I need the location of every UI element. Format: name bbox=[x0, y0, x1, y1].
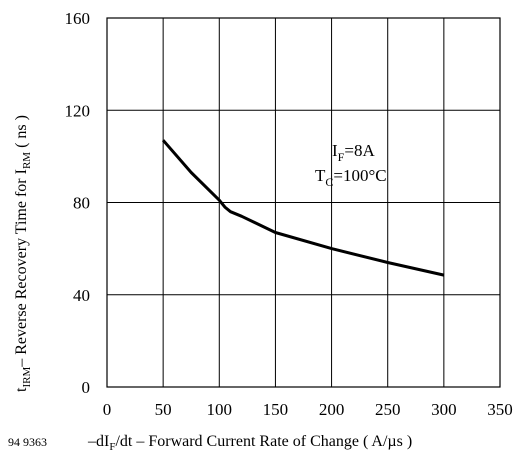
x-tick-label: 300 bbox=[431, 400, 457, 419]
x-tick-label: 100 bbox=[207, 400, 233, 419]
series-line-0 bbox=[163, 140, 444, 275]
x-tick-label: 50 bbox=[155, 400, 172, 419]
x-tick-label: 200 bbox=[319, 400, 345, 419]
annotation-tc: TC=100°C bbox=[315, 166, 387, 189]
x-axis-label: –dIF/dt – Forward Current Rate of Change… bbox=[87, 433, 412, 453]
series-layer bbox=[163, 140, 444, 275]
x-tick-labels: 0 50 100 150 200 250 300 350 bbox=[103, 400, 513, 419]
x-tick-label: 0 bbox=[103, 400, 112, 419]
x-tick-label: 150 bbox=[263, 400, 289, 419]
y-tick-labels: 0 40 80 120 160 bbox=[65, 9, 91, 397]
y-tick-label: 0 bbox=[82, 378, 91, 397]
figure-id: 94 9363 bbox=[8, 435, 47, 449]
y-axis-label: tIRM– Reverse Recovery Time for IRM( ns … bbox=[13, 115, 33, 392]
annotation-if: IF=8A bbox=[332, 141, 375, 164]
y-tick-label: 120 bbox=[65, 101, 91, 120]
y-tick-label: 160 bbox=[65, 9, 91, 28]
grid-lines bbox=[107, 18, 500, 387]
y-tick-label: 80 bbox=[73, 194, 90, 213]
y-tick-label: 40 bbox=[73, 286, 90, 305]
x-tick-label: 350 bbox=[487, 400, 513, 419]
x-tick-label: 250 bbox=[375, 400, 401, 419]
